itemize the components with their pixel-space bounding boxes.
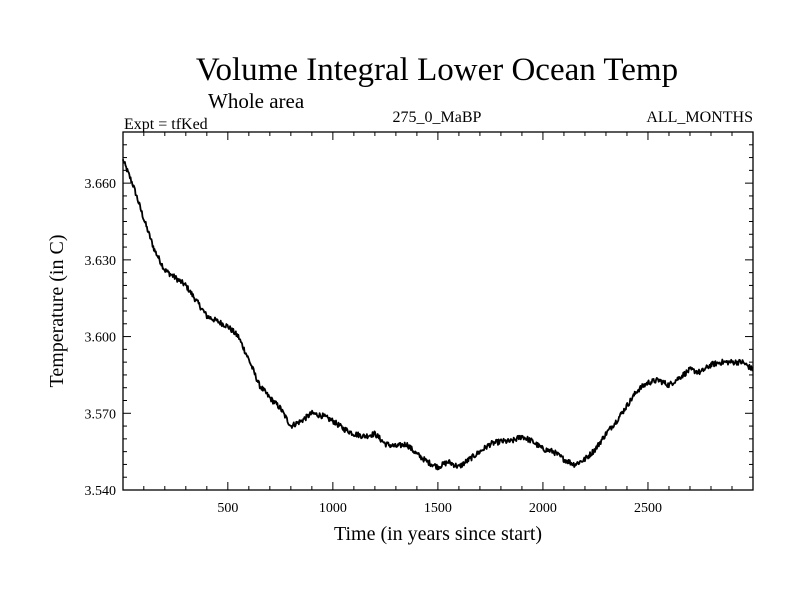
x-tick-label: 500 [217,501,238,516]
x-tick-label: 2500 [634,501,662,516]
chart-title: Volume Integral Lower Ocean Temp [196,52,678,88]
y-tick-label: 3.660 [85,177,117,192]
months-label: ALL_MONTHS [646,109,753,126]
x-tick-label: 1500 [424,501,452,516]
x-axis: 500 1000 1500 2000 2500 [143,132,733,516]
plot-frame [122,131,754,491]
chart-subtitle: Whole area [208,89,305,113]
x-tick-label: 1000 [319,501,347,516]
x-axis-title: Time (in years since start) [334,523,542,545]
y-axis: 3.540 3.570 3.600 3.630 3.660 [85,131,753,499]
y-axis-title: Temperature (in C) [46,235,68,388]
center-label: 275_0_MaBP [393,109,482,126]
y-tick-label: 3.540 [85,484,117,499]
y-tick-label: 3.630 [85,254,117,269]
temperature-series-line [122,159,754,471]
y-tick-label: 3.600 [85,331,117,346]
experiment-label: Expt = tfKed [124,116,208,133]
x-tick-label: 2000 [529,501,557,516]
y-tick-label: 3.570 [85,407,117,422]
